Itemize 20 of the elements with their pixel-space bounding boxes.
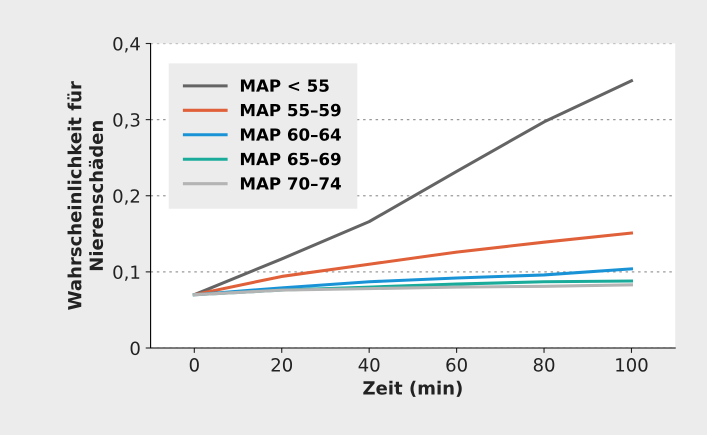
y-tick-label: 0,2 [113, 189, 140, 205]
y-tick-label: 0,4 [113, 36, 140, 52]
line-series [192, 232, 633, 296]
x-tick-label: 100 [616, 358, 648, 372]
x-tick-label: 60 [446, 358, 467, 372]
x-tick-label: 40 [358, 358, 380, 372]
x-tick-label: 80 [534, 358, 554, 372]
legend-label: MAP < 55 [240, 80, 329, 92]
x-tick-label: 0 [190, 358, 199, 372]
y-tick-label: 0,3 [113, 113, 140, 129]
legend-label: MAP 70–74 [240, 177, 341, 190]
legend-label: MAP 65–69 [240, 152, 341, 166]
line-series [192, 283, 633, 296]
legend-label: MAP 60–64 [240, 128, 341, 141]
legend-label: MAP 55–59 [240, 104, 341, 116]
x-axis-title: Zeit (min) [363, 380, 462, 397]
y-tick-label: 0 [130, 341, 140, 356]
x-tick-label: 20 [272, 358, 292, 372]
y-axis-title: Wahrscheinlichkeit für Nierenschäden [67, 81, 104, 310]
y-tick-label: 0,1 [113, 265, 140, 281]
